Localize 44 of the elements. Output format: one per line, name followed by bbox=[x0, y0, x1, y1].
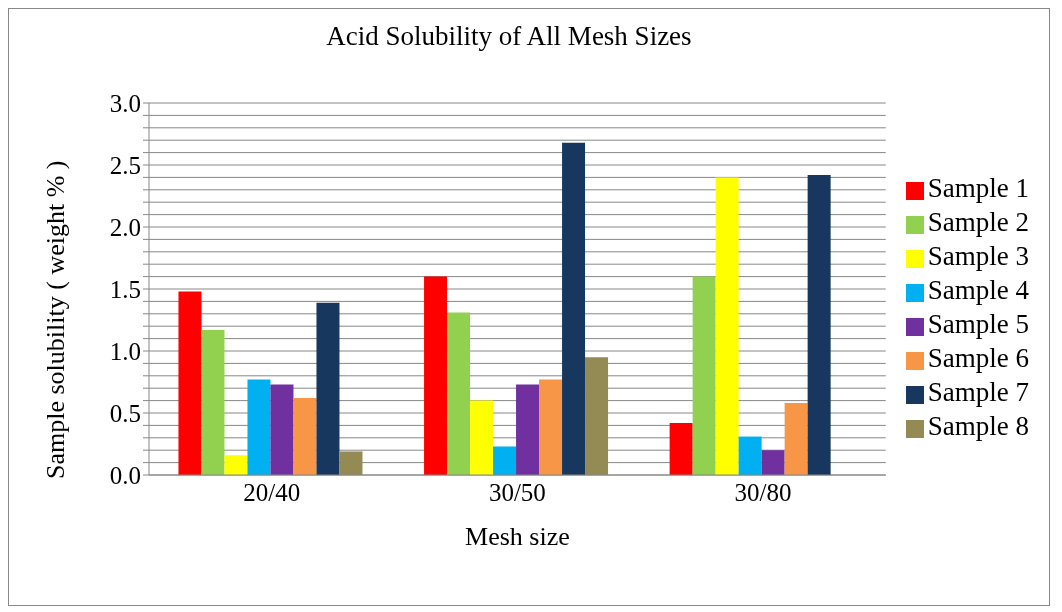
bar bbox=[316, 302, 340, 475]
bar bbox=[761, 450, 785, 475]
bar bbox=[247, 379, 271, 475]
bar bbox=[470, 400, 494, 475]
bar bbox=[339, 451, 363, 475]
y-tick-label: 0.0 bbox=[109, 461, 141, 489]
x-tick-label: 30/80 bbox=[734, 478, 792, 506]
bar bbox=[178, 291, 202, 475]
bar bbox=[738, 436, 762, 475]
bar bbox=[784, 403, 808, 475]
bar bbox=[669, 422, 693, 475]
legend-label: Sample 7 bbox=[927, 377, 1029, 407]
bar bbox=[562, 142, 586, 475]
legend-label: Sample 5 bbox=[927, 309, 1029, 339]
legend-label: Sample 4 bbox=[927, 275, 1029, 305]
bar bbox=[447, 312, 471, 475]
bar bbox=[201, 329, 225, 475]
x-axis-title: Mesh size bbox=[465, 522, 570, 551]
bar bbox=[293, 398, 317, 475]
legend-label: Sample 2 bbox=[927, 207, 1029, 237]
legend-label: Sample 1 bbox=[927, 173, 1029, 203]
y-axis-title: Sample solubility ( weight % ) bbox=[41, 160, 71, 479]
y-tick-label: 3.0 bbox=[109, 89, 141, 117]
y-tick-label: 2.0 bbox=[109, 213, 141, 241]
bar bbox=[715, 177, 739, 475]
y-tick-label: 2.5 bbox=[109, 151, 141, 179]
x-tick-label: 30/50 bbox=[488, 478, 546, 506]
x-tick-label: 20/40 bbox=[243, 478, 301, 506]
bar bbox=[692, 276, 716, 475]
bar bbox=[807, 174, 831, 475]
legend-label: Sample 8 bbox=[927, 411, 1029, 441]
bar bbox=[270, 384, 294, 475]
bar bbox=[424, 276, 448, 475]
y-tick-label: 0.5 bbox=[109, 399, 141, 427]
bar bbox=[539, 379, 563, 475]
legend-label: Sample 6 bbox=[927, 343, 1029, 373]
bar bbox=[224, 455, 248, 475]
bar bbox=[585, 357, 609, 475]
bar bbox=[516, 384, 540, 475]
bar bbox=[493, 446, 517, 475]
chart-title: Acid Solubility of All Mesh Sizes bbox=[325, 21, 693, 52]
y-tick-label: 1.0 bbox=[109, 337, 141, 365]
y-tick-label: 1.5 bbox=[109, 275, 141, 303]
legend-label: Sample 3 bbox=[927, 241, 1029, 271]
